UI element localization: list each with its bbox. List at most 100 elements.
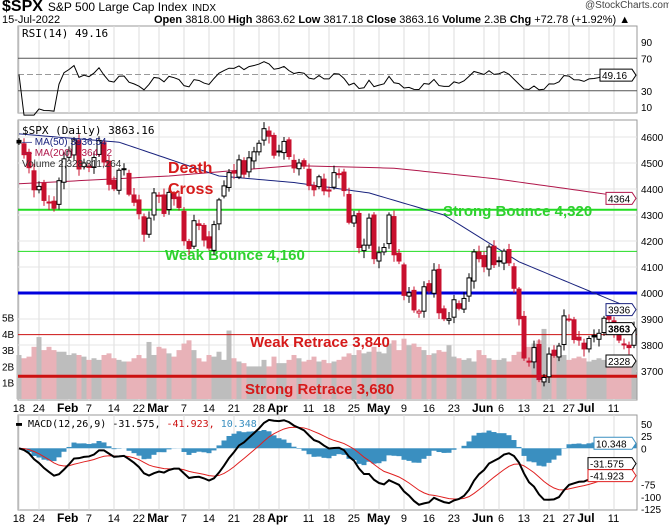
price-tick-label: 4200: [641, 237, 664, 248]
candle-body: [111, 179, 117, 190]
macd-histogram-bar: [191, 448, 197, 453]
x-tick-label: Jun: [472, 401, 493, 415]
x-tick-label: May: [367, 401, 391, 415]
macd-histogram-bar: [226, 435, 232, 449]
macd-histogram-bar: [206, 448, 212, 454]
candle-body: [161, 194, 167, 214]
candle-body: [371, 214, 377, 260]
candle-body: [401, 264, 407, 296]
candle-body: [36, 185, 42, 191]
x-tick-label: 9: [401, 403, 407, 415]
candle-body: [346, 193, 352, 223]
x-tick-label: 18: [13, 403, 25, 415]
candle-body: [306, 168, 312, 187]
volume-bar: [496, 359, 502, 399]
x-tick-label: 22: [133, 403, 145, 415]
candle-body: [311, 185, 317, 191]
candle-body: [591, 334, 597, 338]
macd-histogram-bar: [381, 448, 387, 462]
macd-value-tag: -31.575: [590, 460, 624, 471]
volume-bar: [566, 359, 572, 399]
x-tick-label: 11: [608, 403, 619, 415]
candle-body: [536, 343, 542, 381]
macd-histogram-bar: [396, 448, 402, 457]
macd-histogram-bar: [511, 440, 517, 449]
macd-tick-label: 0: [641, 444, 647, 455]
macd-histogram-bar: [421, 448, 427, 459]
x-tick-label: 24: [33, 513, 45, 525]
rsi-tick-label: 10: [641, 103, 653, 114]
macd-signal-tag-box: [587, 469, 637, 483]
volume-bar: [626, 356, 632, 399]
x-tick-label: 22: [133, 513, 145, 525]
macd-histogram-bar: [351, 448, 357, 460]
macd-legend: ▬ MACD(12,26,9) -31.575, -41.923, 10.348: [16, 419, 257, 430]
price-legend: $SPX (Daily) 3863.16: [22, 124, 155, 137]
candle-body: [301, 160, 307, 167]
macd-histogram-bar: [481, 432, 487, 449]
macd-histogram-bar: [571, 443, 577, 449]
candle-body: [266, 130, 272, 137]
volume-bar: [321, 359, 327, 399]
panel-frame: [17, 25, 638, 114]
macd-histogram-bar: [501, 433, 507, 449]
macd-signal-legend: -41.923,: [160, 419, 215, 430]
volume-bar: [556, 356, 562, 399]
volume-bar: [276, 363, 282, 399]
macd-histogram-bar: [391, 448, 397, 456]
macd-histogram-bar: [181, 448, 187, 452]
x-tick-label: 25: [348, 403, 360, 415]
macd-histogram-bar: [156, 448, 162, 453]
x-tick-label: 11: [303, 513, 314, 525]
level-label: Strong Retrace 3,680: [245, 381, 394, 398]
macd-histogram-bar: [81, 443, 87, 449]
volume-bar: [631, 361, 637, 399]
low-value: 3817.18: [323, 14, 364, 26]
x-tick-label: 14: [108, 513, 120, 525]
macd-histogram-bar: [566, 444, 572, 449]
candle-body: [281, 140, 287, 154]
volume-bar: [246, 366, 252, 399]
candle-body: [211, 224, 217, 251]
macd-histogram-bar: [521, 448, 527, 456]
macd-line: [18, 418, 635, 506]
volume-bar: [386, 343, 392, 399]
up-triangle-icon: ▲: [619, 14, 631, 26]
macd-hist-tag-box: [593, 436, 637, 450]
macd-histogram-bar: [31, 448, 37, 456]
volume-legend: Volume 2,328,811,264: [22, 159, 122, 170]
candle-body: [226, 172, 232, 188]
macd-histogram-bar: [371, 448, 377, 464]
candle-body: [426, 283, 432, 292]
chg-value: +72.78 (+1.92%): [534, 14, 617, 26]
volume-bar: [261, 359, 267, 399]
macd-histogram-bar: [386, 448, 392, 456]
price-tick-label: 4600: [641, 133, 664, 144]
macd-histogram-bar: [141, 448, 147, 460]
x-tick-label: 18: [13, 513, 25, 525]
macd-histogram-bar: [516, 446, 522, 449]
volume-bar: [81, 356, 87, 399]
price-tick-label: 3700: [641, 367, 664, 378]
candle-body: [156, 194, 162, 197]
volume-bar: [226, 330, 232, 399]
volume-bar: [191, 350, 197, 399]
x-tick-label: 25: [348, 513, 360, 525]
volume-tick-label: 1B: [2, 379, 15, 390]
macd-histogram-bar: [221, 440, 227, 449]
candle-body: [116, 169, 122, 191]
candle-body: [216, 199, 222, 225]
candle-body: [191, 220, 197, 247]
volume-bar: [86, 359, 92, 399]
macd-histogram-bar: [151, 448, 157, 455]
x-tick-label: 7: [181, 513, 187, 525]
macd-histogram-bar: [61, 448, 67, 452]
macd-histogram-bar: [186, 448, 192, 455]
candle-body: [261, 128, 267, 141]
macd-histogram-bar: [546, 448, 552, 463]
close-value-tag: 3863: [608, 325, 631, 336]
candle-body: [141, 216, 147, 235]
volume-bar: [21, 358, 27, 399]
panel-frame: [17, 414, 638, 511]
macd-histogram-bar: [406, 448, 412, 461]
